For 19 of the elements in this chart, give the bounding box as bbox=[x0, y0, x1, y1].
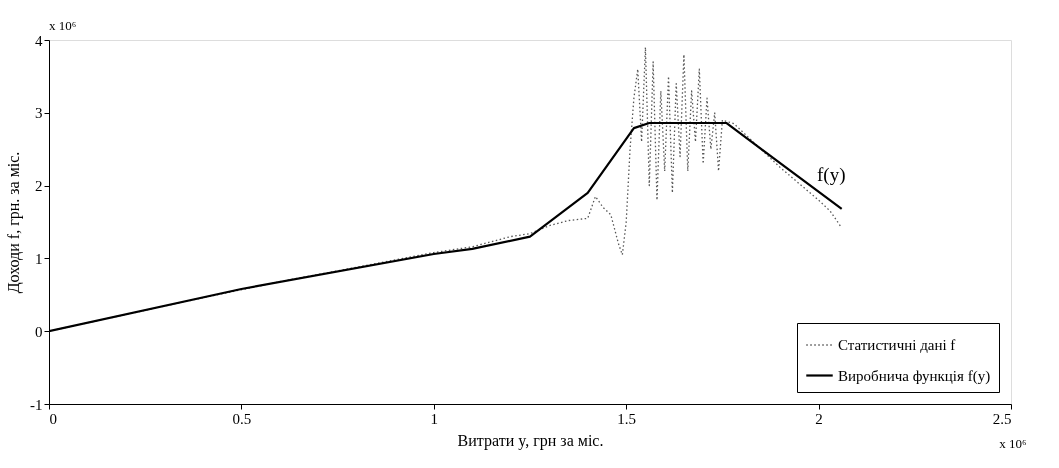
x-tick-label: 2 bbox=[815, 410, 823, 427]
y-tick-label: 4 bbox=[35, 32, 43, 49]
legend-label: Виробнича функція f(y) bbox=[838, 367, 991, 385]
text: x 10⁶ bbox=[49, 18, 77, 33]
annotation: f(y) bbox=[817, 164, 846, 186]
y-tick-label: 1 bbox=[35, 250, 43, 267]
y-tick-label: 2 bbox=[35, 178, 43, 195]
x-tick-label: 1.5 bbox=[617, 410, 637, 427]
legend-label: Статистичні дані f bbox=[838, 337, 956, 353]
text: x 10⁶ bbox=[999, 436, 1027, 451]
x-tick-label: 0.5 bbox=[232, 410, 252, 427]
y-tick-label: 0 bbox=[35, 323, 43, 340]
y-axis-title: Доходи f, грн. за міс. bbox=[5, 151, 23, 294]
y-tick-label: -1 bbox=[30, 396, 43, 413]
x-tick-label: 2.5 bbox=[992, 410, 1012, 427]
y-tick-label: 3 bbox=[35, 105, 43, 122]
x-tick-label: 0 bbox=[49, 410, 57, 427]
x-axis-title: Витрати y, грн за міс. bbox=[457, 431, 604, 450]
x-tick-label: 1 bbox=[430, 410, 439, 427]
